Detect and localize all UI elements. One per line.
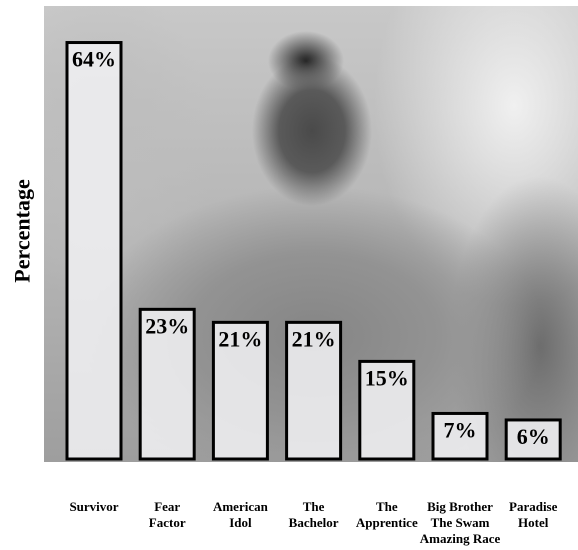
- bar-value-label-4: 15%: [365, 365, 409, 390]
- category-label-line: Hotel: [518, 515, 549, 530]
- bar-2: [211, 320, 269, 461]
- category-label-line: Big Brother: [427, 499, 493, 514]
- category-label-1: Fear Factor: [149, 499, 186, 530]
- category-label-2: American Idol: [213, 499, 269, 530]
- category-label-line: Survivor: [69, 499, 118, 514]
- category-label-line: Amazing Race: [420, 531, 501, 546]
- bar-0: [65, 41, 123, 461]
- category-label-line: The: [376, 499, 398, 514]
- category-label-line: The: [303, 499, 325, 514]
- category-label-5: Big Brother The Swam Amazing Race: [420, 499, 501, 546]
- bar-3: [285, 320, 343, 461]
- bar-value-label-1: 23%: [145, 313, 189, 338]
- bar-value-label-2: 21%: [218, 326, 262, 351]
- category-label-line: Bachelor: [289, 515, 339, 530]
- category-label-line: Paradise: [509, 499, 558, 514]
- bars-layer: 64% 23% 21% 21% 15% 7% 6%: [65, 41, 562, 461]
- category-label-line: Idol: [229, 515, 252, 530]
- category-label-0: Survivor: [69, 499, 118, 514]
- category-label-3: The Bachelor: [289, 499, 339, 530]
- bar-value-label-6: 6%: [517, 424, 550, 449]
- bar-value-label-3: 21%: [292, 326, 336, 351]
- bar-1: [138, 307, 196, 461]
- category-label-4: The Apprentice: [356, 499, 418, 530]
- category-label-line: Apprentice: [356, 515, 418, 530]
- bar-6: [504, 418, 562, 461]
- bar-value-label-0: 64%: [72, 47, 116, 72]
- category-label-line: Fear: [154, 499, 180, 514]
- bar-5: [431, 411, 489, 461]
- category-label-6: Paradise Hotel: [509, 499, 558, 530]
- category-label-line: The Swam: [431, 515, 490, 530]
- bar-4: [358, 359, 416, 461]
- category-label-line: Factor: [149, 515, 186, 530]
- category-label-line: American: [213, 499, 269, 514]
- bar-value-label-5: 7%: [444, 417, 477, 442]
